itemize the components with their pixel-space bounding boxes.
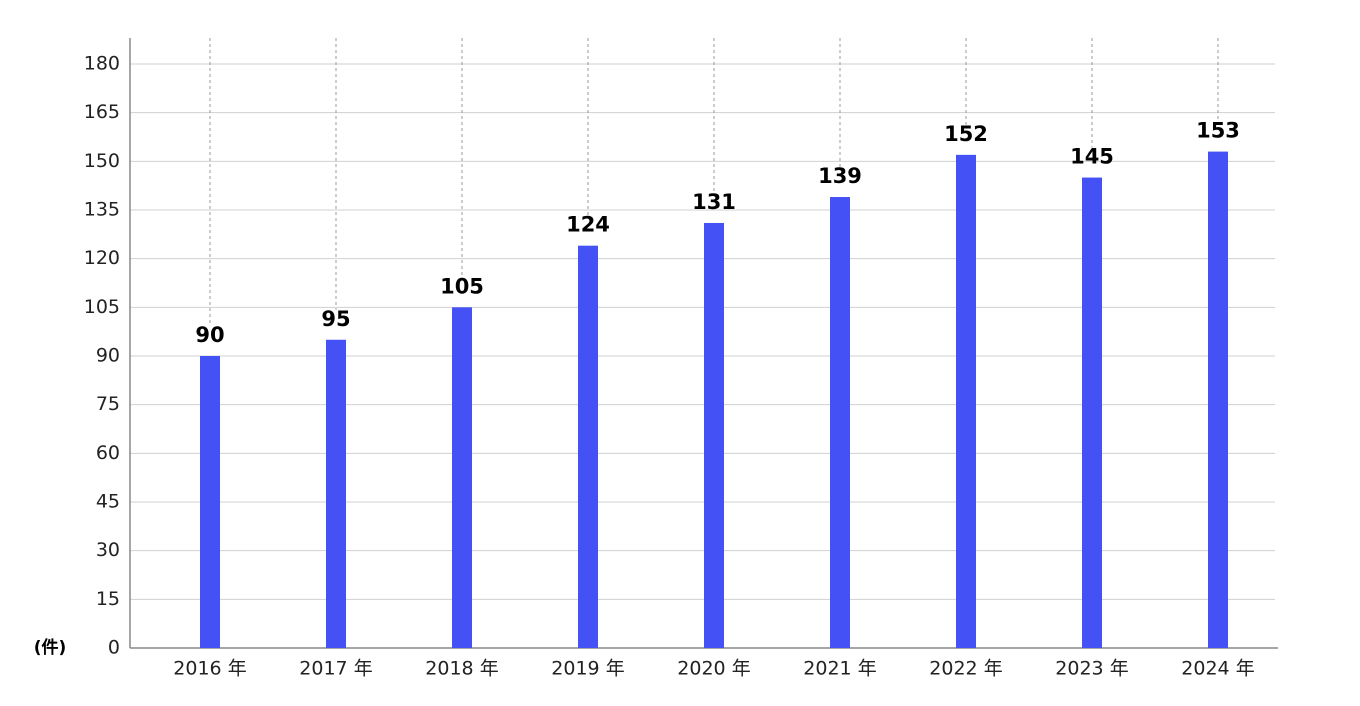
value-label: 124	[566, 213, 610, 237]
bar	[326, 339, 346, 648]
value-label: 131	[692, 190, 736, 214]
x-tick-label: 2022 年	[929, 658, 1002, 680]
x-tick-label: 2016 年	[173, 658, 246, 680]
value-label: 95	[321, 307, 350, 331]
y-tick-label: 0	[108, 637, 120, 659]
x-tick-label: 2017 年	[299, 658, 372, 680]
value-label: 153	[1196, 119, 1240, 143]
bar	[704, 222, 724, 648]
value-label: 145	[1070, 145, 1114, 169]
y-tick-label: 30	[96, 539, 120, 561]
x-tick-label: 2024 年	[1181, 658, 1254, 680]
bar	[578, 245, 598, 648]
x-tick-label: 2019 年	[551, 658, 624, 680]
bar	[200, 356, 220, 648]
y-tick-label: 105	[84, 296, 120, 318]
y-tick-label: 120	[84, 247, 120, 269]
bar	[1208, 151, 1228, 648]
y-tick-label: 75	[96, 393, 120, 415]
y-tick-label: 60	[96, 442, 120, 464]
x-tick-label: 2018 年	[425, 658, 498, 680]
y-tick-label: 90	[96, 345, 120, 367]
y-tick-label: 180	[84, 53, 120, 75]
value-label: 105	[440, 274, 484, 298]
value-label: 152	[944, 122, 988, 146]
bar	[1082, 177, 1102, 649]
y-tick-label: 150	[84, 150, 120, 172]
value-label: 139	[818, 164, 862, 188]
x-tick-label: 2021 年	[803, 658, 876, 680]
bar	[830, 197, 850, 648]
bar	[452, 307, 472, 648]
x-tick-label: 2020 年	[677, 658, 750, 680]
bar	[956, 154, 976, 648]
value-label: 90	[195, 323, 224, 347]
y-tick-label: 15	[96, 588, 120, 610]
y-tick-label: 135	[84, 199, 120, 221]
y-tick-label: 45	[96, 491, 120, 513]
x-tick-label: 2023 年	[1055, 658, 1128, 680]
y-tick-label: 165	[84, 101, 120, 123]
unit-label: (件)	[34, 637, 67, 658]
